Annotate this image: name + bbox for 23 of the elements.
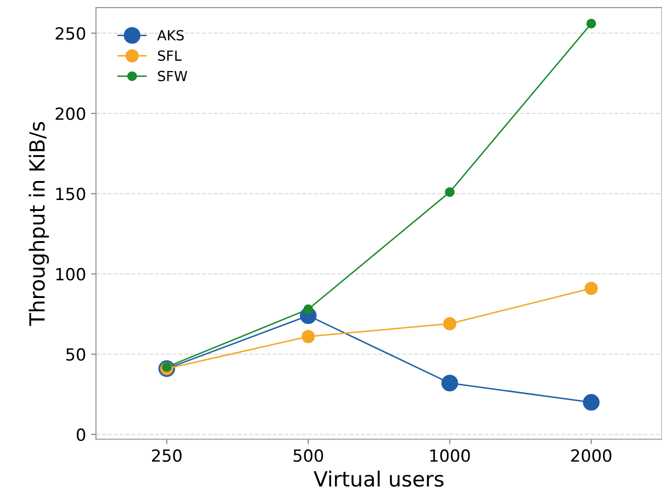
x-axis-title: Virtual users bbox=[314, 470, 444, 487]
legend-label: SFW bbox=[158, 70, 188, 82]
point bbox=[303, 304, 314, 314]
y-axis-title: Throughput in KiB/s bbox=[28, 122, 49, 326]
point bbox=[444, 187, 455, 197]
legend-label: SFL bbox=[158, 50, 182, 61]
point bbox=[584, 282, 598, 295]
point bbox=[586, 18, 596, 28]
y-tick-label: 200 bbox=[56, 107, 86, 120]
point bbox=[582, 394, 600, 411]
point bbox=[443, 317, 456, 330]
y-tick-label: 250 bbox=[56, 27, 86, 40]
x-tick-label: 250 bbox=[152, 449, 182, 462]
y-tick-label: 100 bbox=[56, 268, 86, 281]
point bbox=[302, 330, 315, 344]
y-tick-label: 50 bbox=[66, 348, 86, 361]
y-tick-label: 150 bbox=[56, 188, 86, 200]
y-tick-label: 0 bbox=[76, 428, 86, 442]
x-tick-label: 1000 bbox=[430, 449, 470, 462]
x-tick-label: 500 bbox=[294, 449, 324, 462]
x-tick-label: 2000 bbox=[571, 449, 612, 462]
point bbox=[441, 374, 458, 392]
legend-label: AKS bbox=[157, 30, 184, 41]
